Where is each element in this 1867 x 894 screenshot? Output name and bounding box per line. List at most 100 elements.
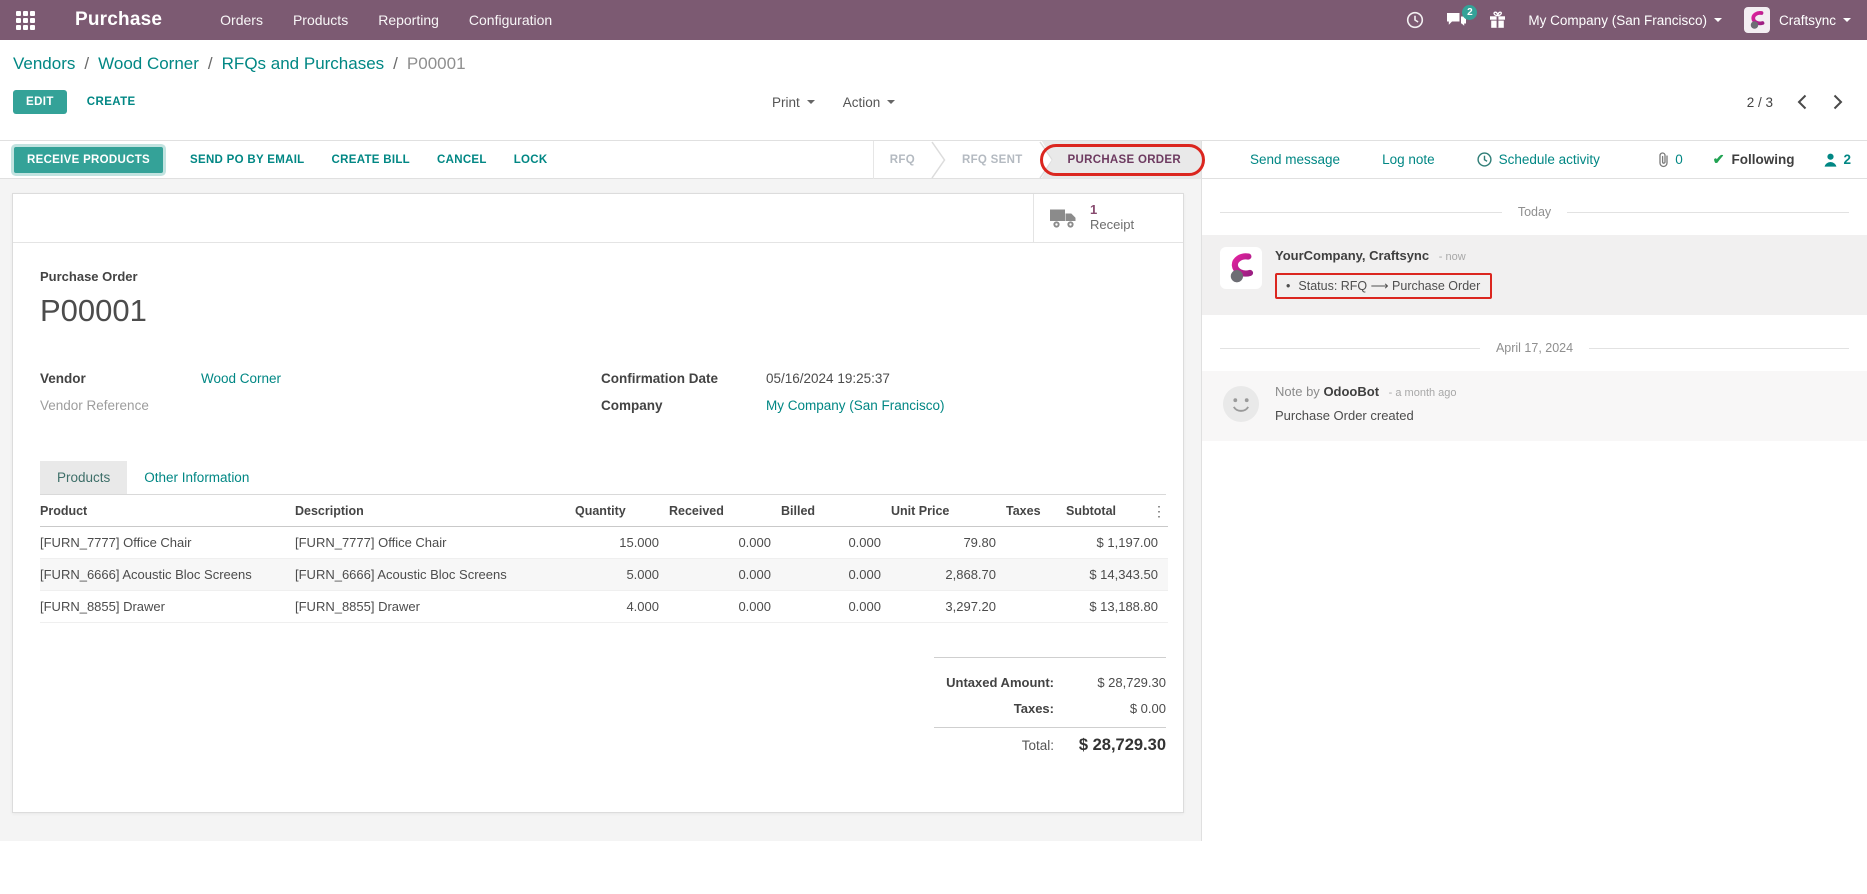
chatter-message-status[interactable]: YourCompany, Craftsync - now • Status: R… [1202, 235, 1867, 315]
receipt-label: Receipt [1090, 218, 1134, 233]
cell-received[interactable]: 0.000 [669, 527, 781, 559]
column-header-quantity[interactable]: Quantity [575, 495, 669, 527]
vendor-value-link[interactable]: Wood Corner [201, 371, 281, 386]
cell-product[interactable]: [FURN_7777] Office Chair [40, 527, 295, 559]
column-header-description[interactable]: Description [295, 495, 575, 527]
cell-billed[interactable]: 0.000 [781, 559, 891, 591]
taxes-value: $ 0.00 [1054, 701, 1166, 716]
cell-product[interactable]: [FURN_8855] Drawer [40, 591, 295, 623]
tab-products[interactable]: Products [40, 461, 127, 494]
create-bill-button[interactable]: CREATE BILL [332, 154, 410, 166]
cell-description[interactable]: [FURN_8855] Drawer [295, 591, 575, 623]
company-value-link[interactable]: My Company (San Francisco) [766, 398, 945, 413]
breadcrumb-separator: / [208, 54, 213, 74]
table-row[interactable]: [FURN_8855] Drawer [FURN_8855] Drawer 4.… [40, 591, 1168, 623]
statusbar-states: RFQ RFQ SENT PURCHASE ORDER [873, 141, 1201, 179]
breadcrumb-rfqs[interactable]: RFQs and Purchases [222, 54, 385, 74]
tab-other-information[interactable]: Other Information [127, 461, 266, 494]
vendor-label: Vendor [40, 371, 201, 386]
cell-product[interactable]: [FURN_6666] Acoustic Bloc Screens [40, 559, 295, 591]
cell-unit-price[interactable]: 3,297.20 [891, 591, 1006, 623]
apps-grid-icon[interactable] [16, 11, 35, 30]
craftsync-avatar [1220, 247, 1262, 289]
cell-description[interactable]: [FURN_6666] Acoustic Bloc Screens [295, 559, 575, 591]
column-header-unit-price[interactable]: Unit Price [891, 495, 1006, 527]
paperclip-icon [1657, 152, 1670, 168]
column-header-billed[interactable]: Billed [781, 495, 891, 527]
pager-next-button[interactable] [1833, 94, 1843, 110]
control-panel: Vendors / Wood Corner / RFQs and Purchas… [0, 40, 1867, 140]
following-button[interactable]: ✔ Following [1713, 151, 1795, 168]
cell-subtotal[interactable]: $ 14,343.50 [1066, 559, 1168, 591]
log-note-button[interactable]: Log note [1382, 152, 1435, 167]
message-author[interactable]: OdooBot [1323, 384, 1379, 399]
action-dropdown[interactable]: Action [843, 95, 896, 110]
cell-taxes[interactable] [1006, 527, 1066, 559]
cell-subtotal[interactable]: $ 1,197.00 [1066, 527, 1168, 559]
cell-quantity[interactable]: 4.000 [575, 591, 669, 623]
activities-clock-icon[interactable] [1406, 11, 1424, 29]
today-divider: Today [1220, 205, 1849, 219]
print-dropdown[interactable]: Print [772, 95, 815, 110]
followers-button[interactable]: 2 [1824, 152, 1851, 167]
cell-taxes[interactable] [1006, 591, 1066, 623]
column-header-product[interactable]: Product [40, 495, 295, 527]
chevron-down-icon [807, 100, 815, 104]
column-header-received[interactable]: Received [669, 495, 781, 527]
message-author[interactable]: YourCompany, Craftsync [1275, 248, 1429, 263]
gift-icon[interactable] [1489, 11, 1506, 29]
send-po-by-email-button[interactable]: SEND PO BY EMAIL [190, 154, 305, 166]
chatter-message-note[interactable]: Note by OdooBot - a month ago Purchase O… [1202, 371, 1867, 441]
state-rfq[interactable]: RFQ [874, 154, 931, 166]
table-row[interactable]: [FURN_6666] Acoustic Bloc Screens [FURN_… [40, 559, 1168, 591]
menu-products[interactable]: Products [293, 12, 348, 28]
message-time: - now [1439, 251, 1466, 263]
schedule-activity-button[interactable]: Schedule activity [1477, 152, 1600, 167]
create-button[interactable]: CREATE [87, 96, 136, 108]
receipt-smart-button[interactable]: 1 Receipt [1033, 194, 1183, 242]
state-purchase-order[interactable]: PURCHASE ORDER [1042, 141, 1201, 179]
edit-button[interactable]: EDIT [13, 90, 67, 114]
cell-description[interactable]: [FURN_7777] Office Chair [295, 527, 575, 559]
breadcrumb-wood-corner[interactable]: Wood Corner [98, 54, 199, 74]
user-menu[interactable]: Craftsync [1744, 7, 1851, 33]
attachments-button[interactable]: 0 [1657, 152, 1683, 168]
breadcrumb-separator: / [84, 54, 89, 74]
cell-taxes[interactable] [1006, 559, 1066, 591]
app-name[interactable]: Purchase [75, 9, 162, 31]
pager-previous-button[interactable] [1797, 94, 1807, 110]
receive-products-button[interactable]: RECEIVE PRODUCTS [14, 147, 163, 173]
cell-received[interactable]: 0.000 [669, 591, 781, 623]
messages-chat-icon[interactable]: 2 [1446, 12, 1467, 29]
cancel-button[interactable]: CANCEL [437, 154, 487, 166]
menu-configuration[interactable]: Configuration [469, 12, 552, 28]
send-message-button[interactable]: Send message [1250, 152, 1340, 167]
confirmation-date-label: Confirmation Date [601, 371, 766, 386]
cell-quantity[interactable]: 5.000 [575, 559, 669, 591]
table-row[interactable]: [FURN_7777] Office Chair [FURN_7777] Off… [40, 527, 1168, 559]
column-header-taxes[interactable]: Taxes [1006, 495, 1066, 527]
company-switcher[interactable]: My Company (San Francisco) [1528, 13, 1722, 28]
cell-billed[interactable]: 0.000 [781, 591, 891, 623]
cell-unit-price[interactable]: 2,868.70 [891, 559, 1006, 591]
message-time: - a month ago [1389, 387, 1457, 399]
person-icon [1824, 153, 1837, 167]
cell-unit-price[interactable]: 79.80 [891, 527, 1006, 559]
menu-reporting[interactable]: Reporting [378, 12, 439, 28]
user-avatar [1744, 7, 1770, 33]
state-rfq-sent[interactable]: RFQ SENT [946, 154, 1039, 166]
smart-button-bar: 1 Receipt [13, 194, 1183, 243]
menu-orders[interactable]: Orders [220, 12, 263, 28]
kebab-dots-icon[interactable]: ⋮ [1152, 503, 1166, 520]
breadcrumb-vendors[interactable]: Vendors [13, 54, 75, 74]
chevron-down-icon [887, 100, 895, 104]
cell-quantity[interactable]: 15.000 [575, 527, 669, 559]
lock-button[interactable]: LOCK [514, 154, 548, 166]
cell-billed[interactable]: 0.000 [781, 527, 891, 559]
company-switcher-label: My Company (San Francisco) [1528, 13, 1707, 28]
state-chevron-icon [931, 141, 946, 179]
cell-received[interactable]: 0.000 [669, 559, 781, 591]
pager-counter: 2 / 3 [1747, 95, 1773, 110]
cell-subtotal[interactable]: $ 13,188.80 [1066, 591, 1168, 623]
print-label: Print [772, 95, 800, 110]
